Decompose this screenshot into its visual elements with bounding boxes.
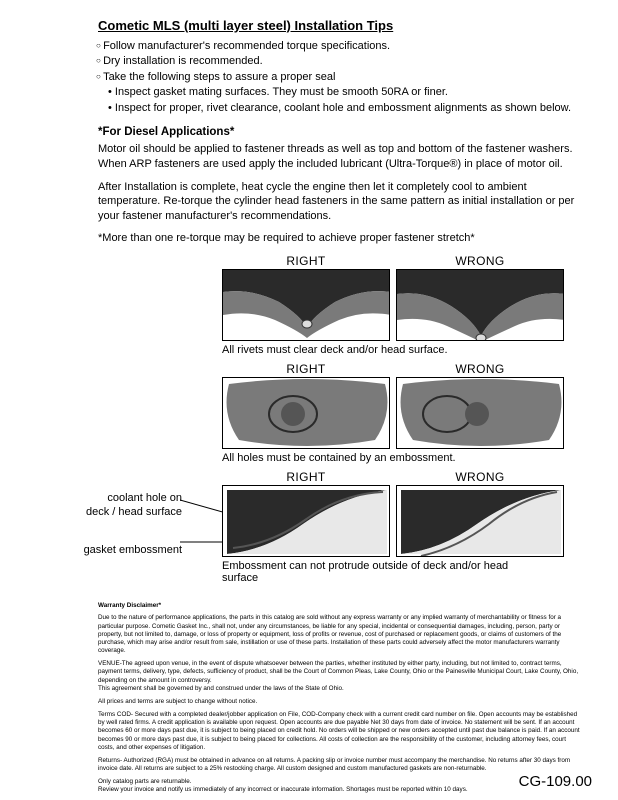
- bullet-1: Follow manufacturer's recommended torque…: [96, 39, 594, 54]
- disclaimer-header: Warranty Disclaimer*: [98, 602, 580, 610]
- diagram-row-1: RIGHT WRONG All rivets must clear deck a…: [24, 254, 594, 356]
- label-wrong-1: WRONG: [396, 254, 564, 268]
- diagram-3-wrong: [396, 485, 564, 557]
- label-wrong-3: WRONG: [396, 470, 564, 484]
- diagram-1-wrong: [396, 269, 564, 341]
- bullet-list: Follow manufacturer's recommended torque…: [96, 39, 594, 116]
- disclaimer-p5: Returns- Authorized (RGA) must be obtain…: [98, 757, 580, 773]
- sub-bullet-2: Inspect for proper, rivet clearance, coo…: [108, 101, 594, 116]
- disclaimer-p1: Due to the nature of performance applica…: [98, 614, 580, 655]
- page-number: CG-109.00: [519, 773, 592, 790]
- label-wrong-2: WRONG: [396, 362, 564, 376]
- page-title: Cometic MLS (multi layer steel) Installa…: [98, 18, 594, 33]
- label-right-2: RIGHT: [222, 362, 390, 376]
- diagram-row-2: coolant hole on deck / head surface gask…: [24, 362, 594, 464]
- caption-3: Embossment can not protrude outside of d…: [222, 560, 542, 584]
- disclaimer-p2: VENUE-The agreed upon venue, in the even…: [98, 660, 580, 693]
- retorque-note: *More than one re-torque may be required…: [98, 232, 594, 244]
- bullet-2: Dry installation is recommended.: [96, 54, 594, 69]
- label-right-1: RIGHT: [222, 254, 390, 268]
- disclaimer-p4: Terms COD- Secured with a completed deal…: [98, 711, 580, 752]
- bullet-3: Take the following steps to assure a pro…: [96, 70, 594, 85]
- warranty-disclaimer: Warranty Disclaimer* Due to the nature o…: [98, 602, 580, 794]
- diesel-para-1: Motor oil should be applied to fastener …: [98, 142, 584, 172]
- sub-bullet-1: Inspect gasket mating surfaces. They mus…: [108, 85, 594, 100]
- diagram-3-right: [222, 485, 390, 557]
- diesel-header: *For Diesel Applications*: [98, 126, 594, 138]
- label-right-3: RIGHT: [222, 470, 390, 484]
- disclaimer-p6: Only catalog parts are returnable.Review…: [98, 778, 580, 794]
- diagram-2-right: [222, 377, 390, 449]
- diagram-1-right: [222, 269, 390, 341]
- disclaimer-p3: All prices and terms are subject to chan…: [98, 698, 580, 706]
- diagram-2-wrong: [396, 377, 564, 449]
- caption-2: All holes must be contained by an emboss…: [222, 452, 594, 464]
- diesel-para-2: After Installation is complete, heat cyc…: [98, 180, 584, 225]
- diagram-row-3: RIGHT WRONG Embossment can not protrude …: [24, 470, 594, 584]
- caption-1: All rivets must clear deck and/or head s…: [222, 344, 594, 356]
